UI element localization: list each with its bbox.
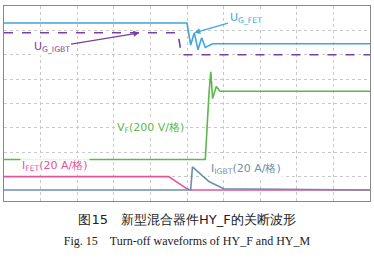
- svg-text:V​F​(200 V/格): V​F​(200 V/格): [117, 121, 184, 135]
- html-text:Fig. 15 Turn-off waveforms of: Fig. 15 Turn-off waveforms of HY_F and H…: [63, 234, 311, 248]
- svg-text:I​FET​(20 A/格): I​FET​(20 A/格): [22, 159, 88, 173]
- html-text:图15 新型混合器件HY_F的关断波形: 图15 新型混合器件HY_F的关断波形: [78, 212, 296, 227]
- svg-text:I​IGBT​(20 A/格): I​IGBT​(20 A/格): [211, 162, 281, 176]
- svg-text:U​G_IGBT​: U​G_IGBT​: [34, 40, 70, 54]
- svg-text:U​G_FET​: U​G_FET​: [230, 11, 262, 25]
